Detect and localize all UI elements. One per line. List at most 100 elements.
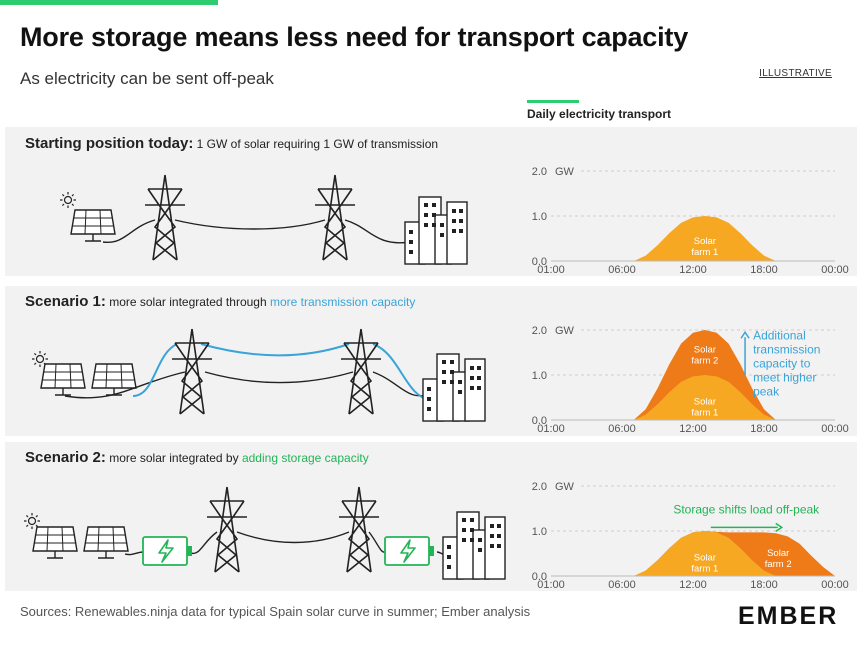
y-tick-label: 2.0	[532, 325, 547, 337]
x-tick-label: 06:00	[608, 579, 636, 591]
annotation-line: meet higher	[753, 370, 816, 384]
y-tick-label: 2.0	[532, 481, 547, 493]
y-tick-label: 0.0	[532, 256, 547, 268]
battery-icon	[142, 536, 192, 566]
solar-panel-icon	[40, 363, 86, 396]
annotation-line: peak	[753, 384, 780, 398]
sun-icon	[24, 513, 40, 529]
panel-text: 1 GW of solar requiring 1 GW of transmis…	[193, 137, 439, 151]
panel-scenario-1: Scenario 1: more solar integrated throug…	[5, 286, 857, 436]
solar-panel-icon	[32, 526, 78, 559]
arrow-head	[740, 330, 750, 339]
chart-starting-position: 0.0 1.0 2.0 GW Solar farm 1 01:00 06:00 12:00 18:…	[515, 143, 857, 276]
series-label-line: Solar	[694, 236, 716, 247]
y-tick-label: 1.0	[532, 526, 547, 538]
x-tick-label: 00:00	[821, 423, 849, 435]
series-label-line: Solar	[694, 396, 716, 407]
series-label-line: Solar	[694, 552, 716, 563]
series-label-line: Solar	[694, 345, 716, 356]
transmission-tower-icon	[341, 328, 381, 415]
series-label: Solar farm 1	[691, 236, 718, 258]
header-accent-bar	[0, 0, 218, 5]
panel-starting-position: Starting position today: 1 GW of solar r…	[5, 127, 857, 276]
ember-logo: EMBER	[738, 602, 839, 630]
grid-diagram	[5, 314, 505, 436]
transmission-tower-icon	[172, 328, 212, 415]
transmission-tower-icon	[145, 174, 185, 261]
chart-column-header: Daily electricity transport	[527, 107, 672, 121]
x-tick-label: 12:00	[679, 579, 707, 591]
x-tick-label: 01:00	[537, 264, 565, 276]
transmission-line	[190, 531, 386, 555]
annotation-line: transmission	[753, 342, 820, 356]
grid-diagram	[5, 157, 505, 276]
x-tick-label: 01:00	[537, 423, 565, 435]
y-unit-label: GW	[555, 325, 575, 337]
sources-note: Sources: Renewables.ninja data for typic…	[20, 604, 531, 619]
annotation-line: capacity to	[753, 356, 811, 370]
series-label: Solar farm 2	[765, 548, 792, 570]
solar-panel-icon	[91, 363, 137, 396]
area-solar-farm-1	[633, 375, 776, 420]
page-subtitle: As electricity can be sent off-peak	[20, 69, 274, 88]
page-title: More storage means less need for transpo…	[20, 22, 689, 52]
y-unit-label: GW	[555, 481, 575, 493]
series-label: Solar farm 1	[691, 552, 718, 574]
series-label-line: Solar	[767, 548, 789, 559]
buildings-icon	[404, 196, 468, 265]
x-tick-label: 18:00	[750, 579, 778, 591]
sun-icon	[60, 192, 76, 208]
x-tick-label: 18:00	[750, 423, 778, 435]
added-transmission-line	[132, 343, 431, 401]
annotation-text: Storage shifts load off-peak	[673, 502, 820, 516]
annotation-text: Additional transmission capacity to meet hi…	[753, 328, 820, 398]
x-tick-label: 12:00	[679, 264, 707, 276]
x-tick-label: 00:00	[821, 579, 849, 591]
panel-highlight: adding storage capacity	[241, 451, 369, 465]
battery-icon	[384, 536, 434, 566]
y-tick-label: 0.0	[532, 415, 547, 427]
chart-scenario-2: 0.0 1.0 2.0 GW Solar farm 1 Solar farm 2 01:00 06…	[515, 458, 857, 591]
panel-text: more solar integrated by	[105, 451, 242, 465]
y-tick-label: 1.0	[532, 370, 547, 382]
area-solar-farm-1	[633, 531, 835, 576]
x-tick-label: 06:00	[608, 264, 636, 276]
panel-scenario-2: Scenario 2: more solar integrated by add…	[5, 442, 857, 591]
y-tick-label: 1.0	[532, 211, 547, 223]
transmission-tower-icon	[339, 486, 379, 573]
transmission-tower-icon	[315, 174, 355, 261]
series-label: Solar farm 2	[691, 345, 718, 367]
chart-header-accent	[527, 100, 579, 103]
panel-highlight: more transmission capacity	[269, 295, 416, 309]
series-label-line: farm 1	[691, 247, 718, 258]
x-tick-label: 12:00	[679, 423, 707, 435]
series-label-line: farm 1	[691, 407, 718, 418]
series-label: Solar farm 1	[691, 396, 718, 418]
panel-title: Scenario 2: more solar integrated by add…	[25, 449, 369, 466]
transmission-line	[102, 219, 411, 244]
panel-heading: Starting position today:	[25, 135, 194, 152]
series-label-line: farm 2	[691, 356, 718, 367]
arrow-head	[775, 522, 784, 533]
buildings-icon	[422, 353, 486, 422]
solar-panel-icon	[83, 526, 129, 559]
panel-heading: Scenario 1:	[25, 293, 106, 310]
chart-scenario-1: 0.0 1.0 2.0 GW Solar farm 1 Solar farm 2 01:00 06…	[515, 302, 857, 436]
series-label-line: farm 1	[691, 563, 718, 574]
x-tick-label: 00:00	[821, 264, 849, 276]
buildings-icon	[442, 511, 506, 580]
sun-icon	[32, 351, 48, 367]
x-tick-label: 18:00	[750, 264, 778, 276]
panel-heading: Scenario 2:	[25, 449, 106, 466]
annotation-line: Additional	[753, 328, 806, 342]
panel-title: Scenario 1: more solar integrated throug…	[25, 293, 415, 310]
y-tick-label: 0.0	[532, 571, 547, 583]
illustrative-tag: ILLUSTRATIVE	[759, 68, 832, 79]
y-unit-label: GW	[555, 166, 575, 178]
transmission-tower-icon	[207, 486, 247, 573]
x-tick-label: 06:00	[608, 423, 636, 435]
x-tick-label: 01:00	[537, 579, 565, 591]
panel-text: more solar integrated through	[105, 295, 270, 309]
grid-diagram	[5, 472, 510, 591]
series-label-line: farm 2	[765, 559, 792, 570]
